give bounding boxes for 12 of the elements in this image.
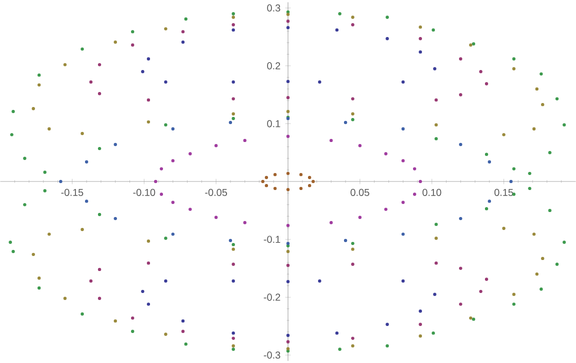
- x-tick-label: -0.05: [205, 188, 228, 196]
- y-tick-label: -0.3: [264, 352, 280, 359]
- x-tick-label: 0.15: [494, 188, 514, 196]
- y-tick-label: 0.1: [267, 120, 280, 128]
- y-tick-label: 0.3: [267, 4, 280, 12]
- x-tick-label: -0.15: [61, 188, 84, 196]
- x-tick-label: 0.05: [350, 188, 370, 196]
- x-tick-label: 0.10: [422, 188, 442, 196]
- y-tick-label: 0.2: [267, 62, 280, 70]
- y-tick-label: -0.2: [264, 294, 280, 301]
- x-tick-label: -0.10: [133, 188, 156, 196]
- y-tick-label: -0.1: [264, 236, 280, 243]
